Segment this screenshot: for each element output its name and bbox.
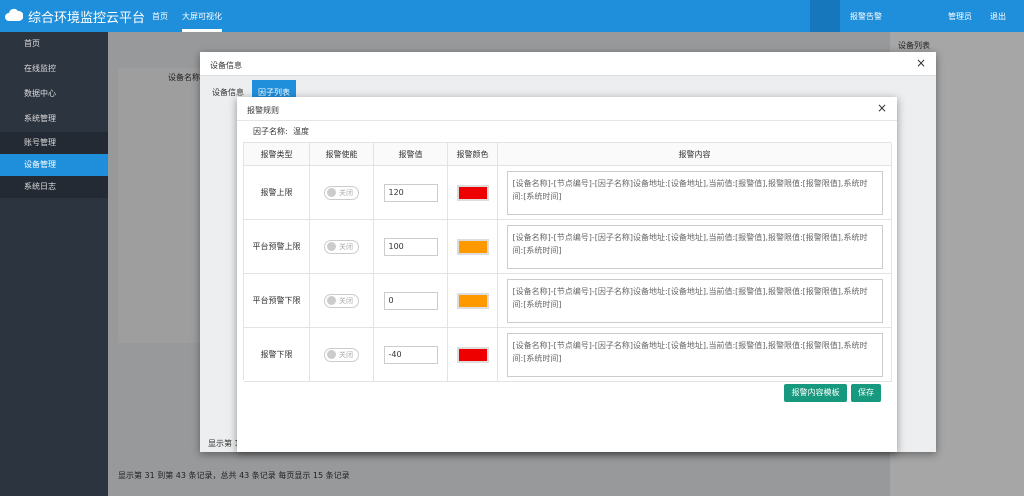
close[interactable]: ×	[876, 101, 887, 115]
value-cell: 100	[374, 220, 448, 274]
menu-item[interactable]: 数据中心	[24, 89, 56, 98]
enable-cell: 关闭	[310, 220, 374, 274]
alarm-type: 报警上限	[244, 166, 310, 220]
bg-table: 设备名称	[118, 68, 208, 343]
user-menu[interactable]: 管理员	[948, 12, 972, 21]
icon-tab[interactable]	[810, 0, 840, 32]
modal-header: 报警规则 ×	[237, 97, 897, 121]
nav-item[interactable]: 大屏可视化	[182, 0, 222, 32]
top-bar: 综合环境监控云平台 首页 大屏可视化 报警告警 管理员 退出	[0, 0, 1024, 32]
toggle-knob	[327, 296, 336, 305]
alarm-table: 报警类型 报警使能 报警值 报警颜色 报警内容 报警上限 关闭 120 [设备名称]-[节点编号…	[243, 142, 892, 382]
color-swatch[interactable]	[456, 238, 489, 255]
alarm-type: 平台预警下限	[244, 274, 310, 328]
factor-name: 温度	[293, 127, 309, 136]
color-cell	[448, 166, 498, 220]
tab[interactable]: 设备信息	[212, 88, 244, 97]
column-header: 报警类型	[244, 143, 310, 166]
content-textarea[interactable]: [设备名称]-[节点编号]-[因子名称]设备地址:[设备地址],当前值:[报警值…	[506, 332, 883, 377]
save-button[interactable]: 保存	[851, 384, 881, 402]
close[interactable]: ×	[915, 56, 926, 70]
content-cell: [设备名称]-[节点编号]-[因子名称]设备地址:[设备地址],当前值:[报警值…	[498, 166, 892, 220]
content-cell: [设备名称]-[节点编号]-[因子名称]设备地址:[设备地址],当前值:[报警值…	[498, 220, 892, 274]
enable-cell: 关闭	[310, 274, 374, 328]
logout[interactable]: 退出	[990, 12, 1006, 21]
toggle[interactable]: 关闭	[324, 293, 359, 308]
column-header: 报警使能	[310, 143, 374, 166]
bg-header: 设备名称	[168, 73, 200, 82]
enable-cell: 关闭	[310, 328, 374, 382]
color-cell	[448, 220, 498, 274]
column-header: 报警颜色	[448, 143, 498, 166]
toggle[interactable]: 关闭	[324, 185, 359, 200]
alarm-modal: 报警规则 × 因子名称: 温度 报警类型 报警使能 报警值 报警颜色 报警内容 报警上限关…	[237, 97, 897, 452]
content-textarea[interactable]: [设备名称]-[节点编号]-[因子名称]设备地址:[设备地址],当前值:[报警值…	[506, 170, 883, 215]
toggle-label: 关闭	[339, 296, 353, 305]
submenu-item[interactable]: 系统日志	[0, 176, 108, 198]
toggle-knob	[327, 242, 336, 251]
modal-title: 设备信息	[210, 61, 242, 70]
toggle-label: 关闭	[339, 242, 353, 251]
menu-item[interactable]: 首页	[24, 39, 40, 48]
color-cell	[448, 274, 498, 328]
value-cell: 0	[374, 274, 448, 328]
bg-pagination: 显示第 31 到第 43 条记录，总共 43 条记录 每页显示 15 条记录	[118, 471, 350, 480]
toggle-knob	[327, 350, 336, 359]
menu-item[interactable]: 在线监控	[24, 64, 56, 73]
logo: 综合环境监控云平台	[28, 11, 146, 26]
value-input[interactable]: 0	[383, 291, 438, 310]
menu-item[interactable]: 系统管理	[24, 114, 56, 123]
toggle[interactable]: 关闭	[324, 239, 359, 254]
value-input[interactable]: 100	[383, 237, 438, 256]
column-header: 报警内容	[498, 143, 892, 166]
value-input[interactable]: -40	[383, 345, 438, 364]
alarm-type: 报警下限	[244, 328, 310, 382]
submenu-item[interactable]: 设备管理	[0, 154, 108, 176]
toggle-label: 关闭	[339, 188, 353, 197]
value-cell: 120	[374, 166, 448, 220]
color-swatch[interactable]	[456, 346, 489, 363]
content-textarea[interactable]: [设备名称]-[节点编号]-[因子名称]设备地址:[设备地址],当前值:[报警值…	[506, 278, 883, 323]
nav-item[interactable]: 首页	[152, 12, 168, 21]
content-cell: [设备名称]-[节点编号]-[因子名称]设备地址:[设备地址],当前值:[报警值…	[498, 274, 892, 328]
value-cell: -40	[374, 328, 448, 382]
content-textarea[interactable]: [设备名称]-[节点编号]-[因子名称]设备地址:[设备地址],当前值:[报警值…	[506, 224, 883, 269]
color-swatch[interactable]	[456, 184, 489, 201]
panel-title: 设备列表	[898, 41, 930, 50]
modal-header: 设备信息 ×	[200, 52, 936, 76]
alarm-type: 平台预警上限	[244, 220, 310, 274]
modal-title: 报警规则	[247, 106, 279, 115]
column-header: 报警值	[374, 143, 448, 166]
alarm-menu[interactable]: 报警告警	[850, 12, 882, 21]
template-button[interactable]: 报警内容模板	[784, 384, 847, 402]
sidebar: 首页在线监控数据中心系统管理账号管理 设备管理 系统日志	[0, 32, 108, 496]
enable-cell: 关闭	[310, 166, 374, 220]
color-cell	[448, 328, 498, 382]
toggle[interactable]: 关闭	[324, 347, 359, 362]
toggle-label: 关闭	[339, 350, 353, 359]
color-swatch[interactable]	[456, 292, 489, 309]
content-cell: [设备名称]-[节点编号]-[因子名称]设备地址:[设备地址],当前值:[报警值…	[498, 328, 892, 382]
logo-icon	[5, 8, 23, 21]
toggle-knob	[327, 188, 336, 197]
submenu-item[interactable]: 账号管理	[0, 132, 108, 154]
value-input[interactable]: 120	[383, 183, 438, 202]
factor-label: 因子名称:	[253, 127, 288, 136]
